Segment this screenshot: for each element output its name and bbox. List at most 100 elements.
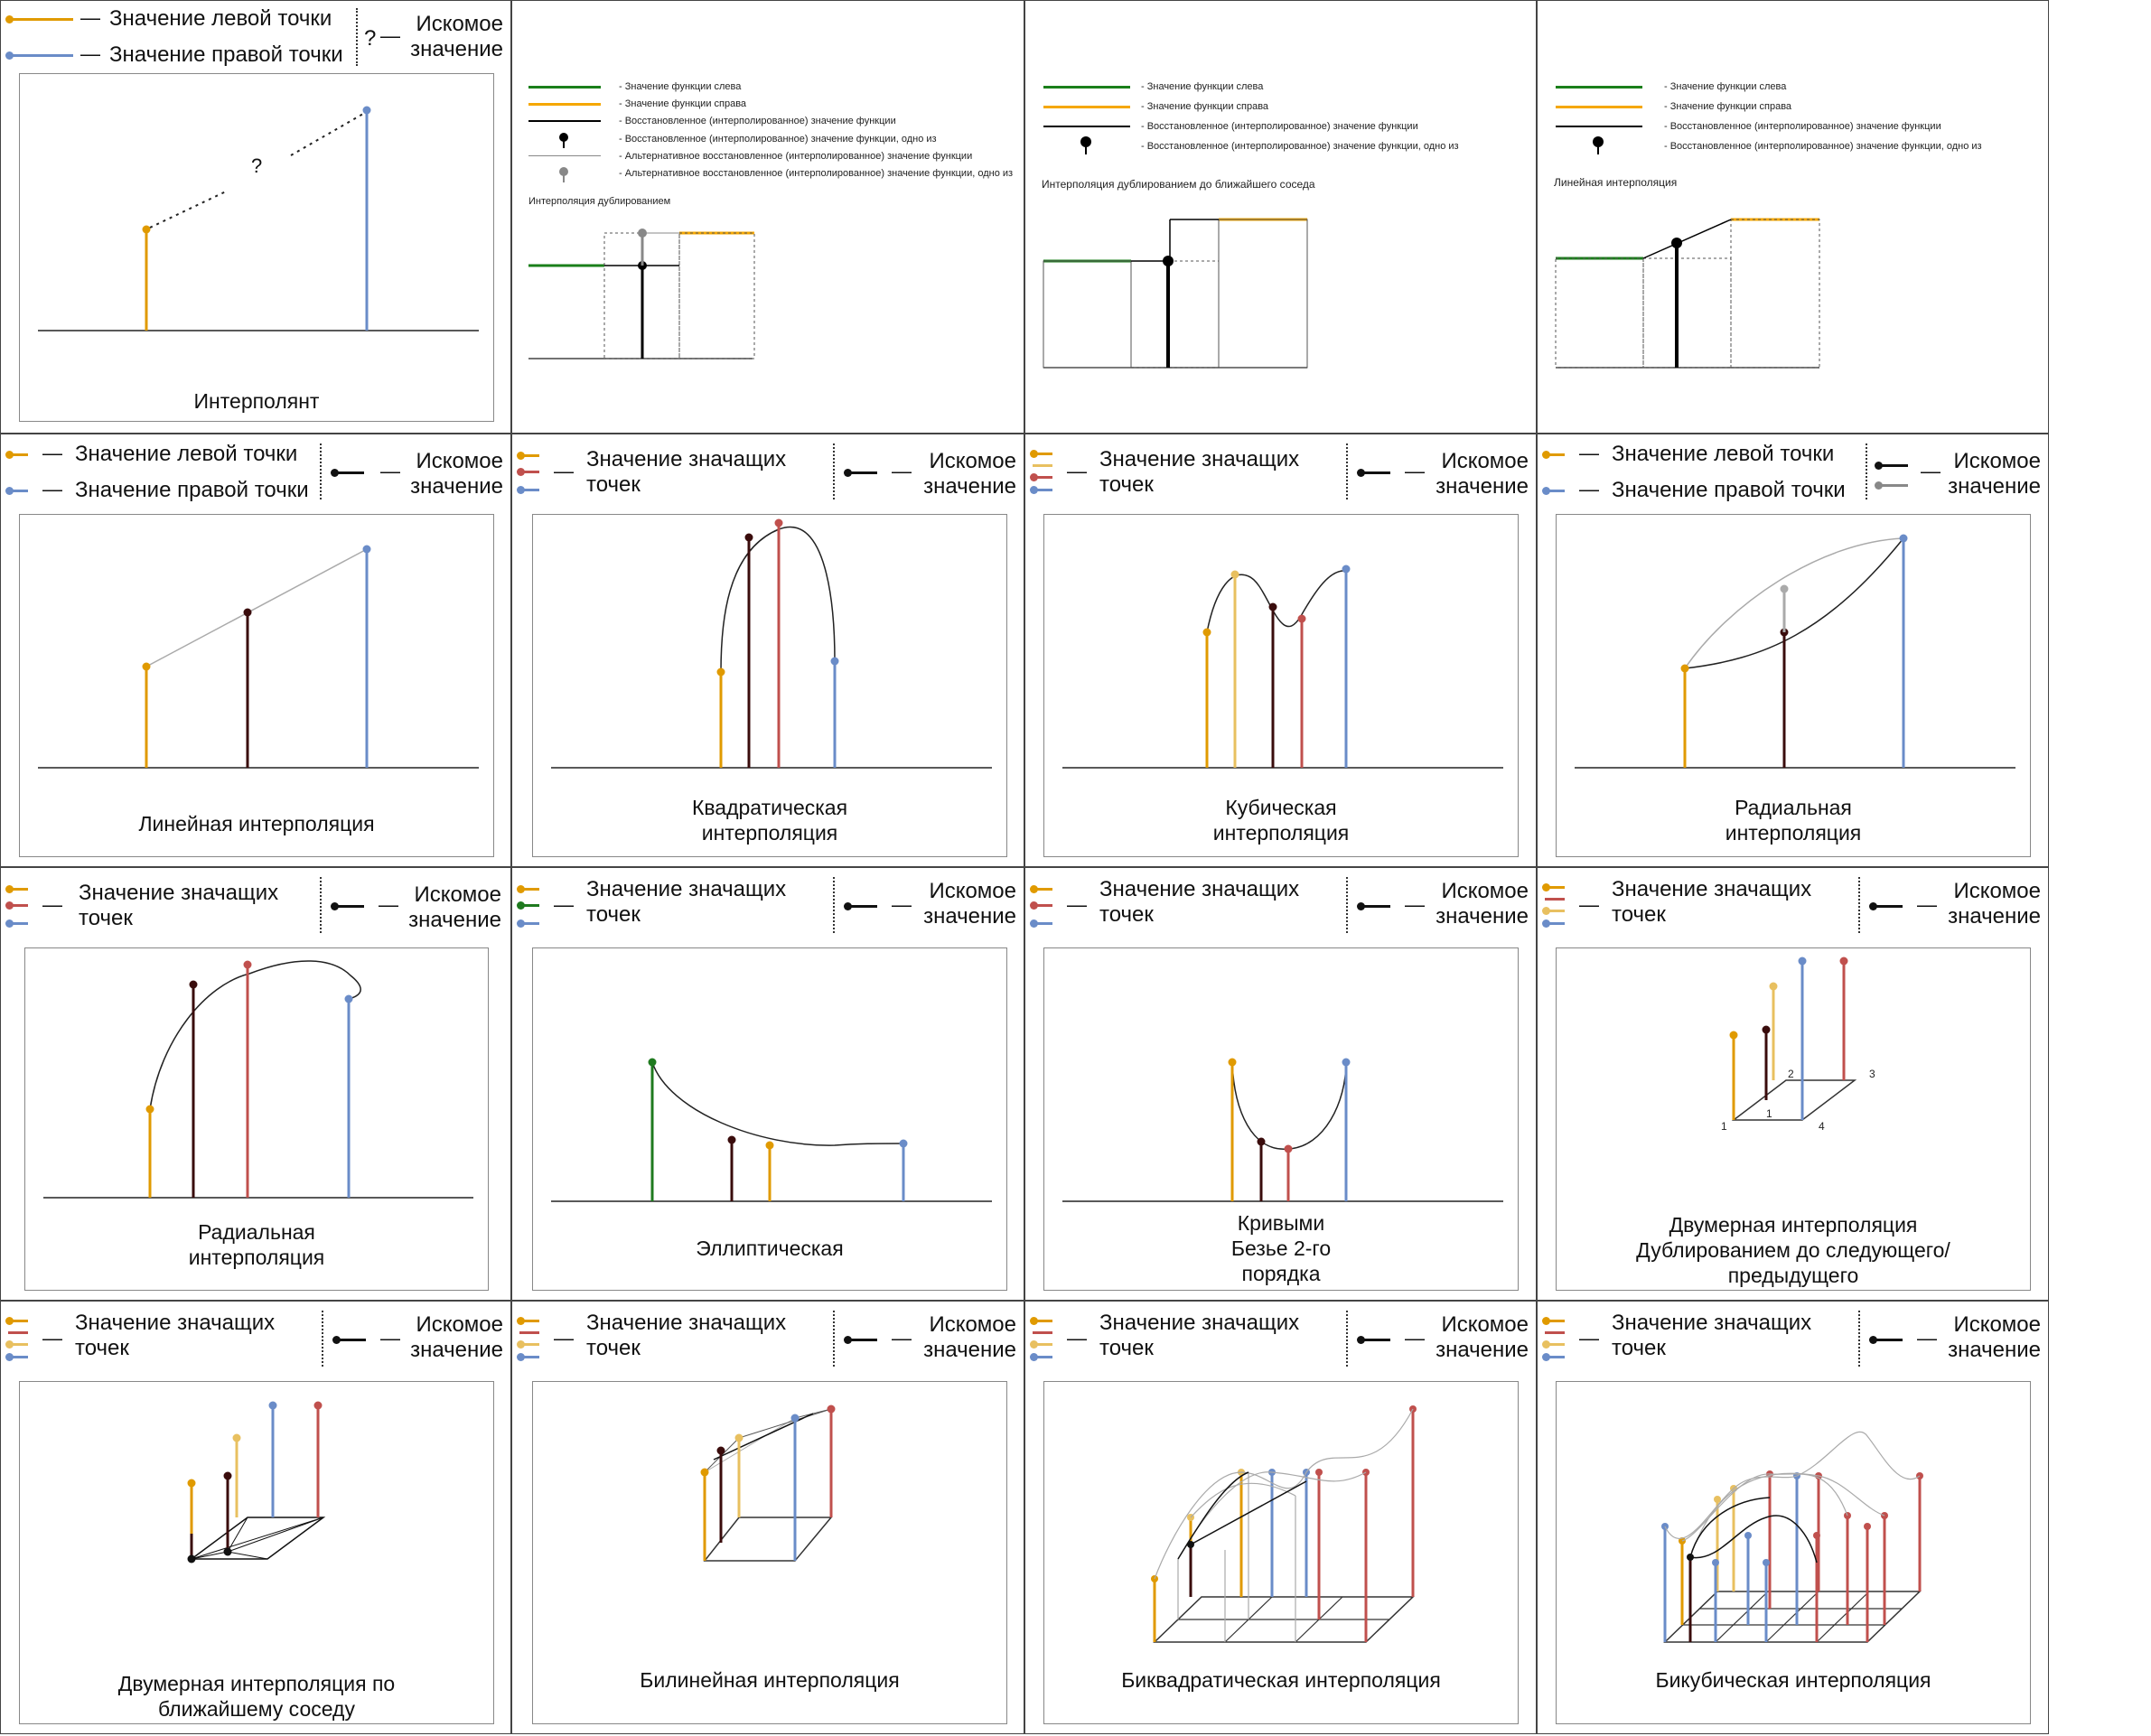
legend-sig-points: Значение значащих точек xyxy=(1099,877,1300,927)
corner-label: 4 xyxy=(1819,1120,1825,1133)
legend-line-orange xyxy=(1033,453,1052,455)
legend-line-blue xyxy=(1545,490,1565,492)
legend-dash: — xyxy=(1067,1327,1087,1349)
legend-restored-one: - Восстановленное (интерполированное) зн… xyxy=(1664,141,1982,152)
legend-restored: - Восстановленное (интерполированное) зн… xyxy=(1141,121,1418,132)
legend-dot-target xyxy=(1869,1336,1877,1344)
pin-icon xyxy=(1080,136,1091,154)
unknown-dotted-line xyxy=(149,191,227,229)
legend-line-black xyxy=(1556,126,1642,127)
legend-dot-orange xyxy=(1542,1317,1550,1325)
legend-f-left: - Значение функции слева xyxy=(619,81,742,92)
legend-dot-blue xyxy=(1542,487,1550,495)
legend-dot-orange xyxy=(5,885,14,893)
legend-dot-blue xyxy=(1542,919,1550,928)
legend-target: Искомое значение xyxy=(410,1312,503,1362)
legend-dot-blue xyxy=(1542,1353,1550,1361)
legend-dot-target xyxy=(844,1336,852,1344)
legend-line-green xyxy=(1556,86,1642,89)
legend-dash: — xyxy=(1067,460,1087,482)
caption: Кривыми Безье 2-го порядка xyxy=(1230,1211,1332,1285)
panel-bilinear: — Значение значащих точек — Искомое значен… xyxy=(511,1301,1024,1734)
legend-alt-restored-one: - Альтернативное восстановленное (интерп… xyxy=(619,168,1014,179)
legend-line-orange xyxy=(8,18,73,21)
legend-dash: — xyxy=(42,1327,62,1349)
legend-dash: — xyxy=(892,893,912,916)
legend-dot-blue xyxy=(517,486,525,494)
legend-left-point: Значение левой точки xyxy=(75,442,298,466)
legend-sig-points: Значение значащих точек xyxy=(1612,877,1812,927)
legend-right-point: Значение правой точки xyxy=(1612,478,1846,502)
legend-line-yellow xyxy=(519,1343,539,1346)
legend-dot-red xyxy=(5,901,14,910)
legend-line-target xyxy=(1360,1339,1390,1341)
legend-dash: — xyxy=(554,460,574,482)
legend-line-orange xyxy=(519,1320,539,1322)
legend-line-green xyxy=(528,86,601,89)
legend-alt-restored: - Альтернативное восстановленное (интерп… xyxy=(619,151,973,162)
panel-bicubic: — Значение значащих точек — Искомое значен… xyxy=(1537,1301,2049,1734)
legend-line-orange xyxy=(1033,888,1052,891)
legend-sig-points: Значение значащих точек xyxy=(79,881,279,930)
legend-line-blue xyxy=(8,1356,28,1358)
plot-area: Линейная интерполяция xyxy=(19,514,494,857)
plot-svg xyxy=(1151,1405,1417,1643)
legend-dot-orange xyxy=(517,885,525,893)
legend-separator xyxy=(1346,443,1348,499)
legend-separator xyxy=(322,1311,323,1367)
legend-line-target xyxy=(1360,471,1390,474)
plot-area: Квадратическая интерполяция xyxy=(532,514,1007,857)
legend-dash: — xyxy=(1405,460,1425,482)
legend-line-blue xyxy=(8,490,28,492)
legend-line-orange xyxy=(1033,1320,1052,1322)
legend-dot-red xyxy=(1030,473,1038,481)
legend-line-target xyxy=(1877,464,1908,467)
legend-dot-orange xyxy=(1542,883,1550,891)
legend-right-point: Значение правой точки xyxy=(109,42,343,67)
legend-dash: — xyxy=(42,442,62,464)
legend-line-blue xyxy=(1545,922,1565,925)
legend-line-target xyxy=(1872,905,1903,908)
legend-separator xyxy=(1866,443,1867,499)
legend-dot-target xyxy=(331,469,339,477)
pin-icon xyxy=(1593,136,1604,154)
panel-bezier: — Значение значащих точек — Искомое значен… xyxy=(1024,867,1537,1301)
panel-biquadratic: — Значение значащих точек — Искомое значен… xyxy=(1024,1301,1537,1734)
legend-f-right: - Значение функции справа xyxy=(1664,101,1792,112)
plot-svg xyxy=(1062,565,1503,769)
legend-dot-orange xyxy=(5,15,14,23)
legend-separator xyxy=(833,1311,835,1367)
legend-line-black xyxy=(528,120,601,122)
legend-dash: — xyxy=(80,42,100,65)
legend-dot-yellow xyxy=(5,1340,14,1349)
legend-dash: — xyxy=(379,893,398,916)
plot-area: ? Интерполянт xyxy=(19,73,494,422)
legend-dash: — xyxy=(380,24,400,47)
plot-svg xyxy=(43,960,473,1199)
legend-restored-one: - Восстановленное (интерполированное) зн… xyxy=(619,134,937,145)
unknown-dotted-line xyxy=(290,113,364,156)
legend-restored: - Восстановленное (интерполированное) зн… xyxy=(619,116,896,126)
legend-line-blue xyxy=(8,54,73,57)
panel-2d-nearest: — Значение значащих точек — Искомое значен… xyxy=(0,1301,511,1734)
legend-target: Искомое значение xyxy=(1948,1312,2041,1362)
plot-area: Радиальная интерполяция xyxy=(1556,514,2031,857)
legend-line-target xyxy=(846,905,877,908)
legend-dot-orange xyxy=(517,1317,525,1325)
legend-dash: — xyxy=(1579,442,1599,464)
legend-line-target xyxy=(333,471,364,474)
panel-nearest-neighbor: - Значение функции слева - Значение функ… xyxy=(1024,0,1537,434)
legend-dash: — xyxy=(380,460,400,482)
legend-line-orange xyxy=(528,103,601,106)
legend-line-blue xyxy=(519,922,539,925)
legend-separator xyxy=(833,877,835,933)
legend-dot-blue xyxy=(5,1353,14,1361)
legend-line-target xyxy=(333,905,364,908)
legend-sig-points: Значение значащих точек xyxy=(1612,1311,1812,1360)
legend-target: Искомое значение xyxy=(1436,1312,1529,1362)
legend-f-left: - Значение функции слева xyxy=(1141,81,1264,92)
panel-title: Линейная интерполяция xyxy=(1554,176,1678,189)
legend-line-red xyxy=(8,1331,28,1334)
legend-separator xyxy=(1858,1311,1860,1367)
legend-dash: — xyxy=(892,1327,912,1349)
